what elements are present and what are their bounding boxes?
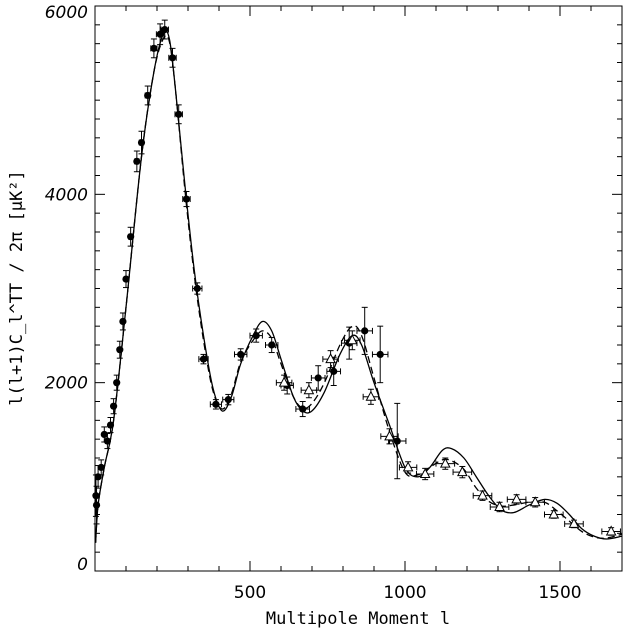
data-point-circle bbox=[144, 91, 152, 100]
data-point-circle bbox=[106, 421, 115, 429]
data-point-triangle bbox=[477, 489, 488, 500]
data-point-circle bbox=[161, 25, 169, 34]
data-point-triangle bbox=[439, 457, 451, 468]
data-point-circle bbox=[122, 275, 130, 283]
data-point-circle bbox=[137, 138, 146, 147]
x-tick-label: 1000 bbox=[383, 583, 426, 603]
data-point-triangle bbox=[346, 334, 358, 345]
data-point-triangle bbox=[325, 353, 336, 364]
data-point-circle bbox=[268, 341, 276, 349]
model-curves bbox=[94, 30, 623, 543]
data-point-circle bbox=[199, 355, 208, 363]
y-tick-label: 2000 bbox=[45, 374, 88, 394]
data-point-circle bbox=[97, 463, 105, 472]
data-point-circle bbox=[175, 110, 183, 118]
data-point-circle bbox=[92, 501, 101, 509]
data-point-circle bbox=[110, 402, 118, 410]
x-tick-label: 1500 bbox=[538, 583, 581, 603]
data-point-triangle bbox=[568, 517, 580, 528]
data-point-circle bbox=[94, 473, 102, 481]
data-point-circle bbox=[361, 327, 369, 335]
y-tick-label: 0 bbox=[77, 555, 88, 575]
data-point-triangle bbox=[384, 430, 395, 441]
y-axis-label: l(l+1)C_l^TT / 2π [μK²] bbox=[7, 170, 27, 405]
data-point-triangle bbox=[303, 384, 315, 395]
plot-frame bbox=[94, 5, 623, 572]
data-point-triangle bbox=[278, 376, 290, 387]
data-point-circle bbox=[299, 405, 307, 413]
data-point-triangle bbox=[511, 493, 522, 504]
model-curve-solid bbox=[94, 30, 623, 543]
data-point-triangle bbox=[529, 496, 541, 507]
data-point-circle bbox=[168, 54, 177, 62]
data-point-circle bbox=[237, 350, 245, 359]
data-point-circle bbox=[150, 44, 158, 52]
data-point-triangle bbox=[365, 390, 377, 401]
data-point-circle bbox=[252, 331, 260, 340]
data-point-circle bbox=[133, 157, 141, 165]
data-point-circle bbox=[92, 492, 100, 500]
data-point-circle bbox=[193, 284, 201, 293]
data-point-triangle bbox=[605, 525, 617, 536]
x-tick-label: 500 bbox=[234, 583, 266, 603]
data-point-circle bbox=[127, 233, 135, 241]
data-point-circle bbox=[119, 317, 127, 326]
data-point-circle bbox=[116, 346, 124, 354]
data-point-circle bbox=[393, 437, 401, 445]
data-point-triangle bbox=[402, 461, 414, 472]
data-point-circle bbox=[314, 374, 322, 382]
x-axis-label: Multipole Moment l bbox=[266, 609, 450, 629]
y-tick-label: 6000 bbox=[45, 3, 88, 23]
data-point-circle bbox=[224, 396, 232, 404]
data-markers bbox=[92, 25, 617, 536]
data-point-circle bbox=[103, 437, 111, 445]
data-point-circle bbox=[182, 195, 191, 203]
y-tick-label: 4000 bbox=[45, 185, 88, 205]
data-point-circle bbox=[376, 350, 384, 359]
data-point-circle bbox=[330, 367, 338, 375]
data-point-circle bbox=[212, 400, 220, 408]
data-point-triangle bbox=[419, 467, 431, 479]
data-point-circle bbox=[156, 30, 164, 38]
data-point-triangle bbox=[457, 466, 468, 477]
data-point-triangle bbox=[494, 500, 505, 511]
data-point-circle bbox=[100, 430, 108, 439]
axis-ticks bbox=[95, 5, 622, 572]
error-bars bbox=[92, 19, 621, 536]
axis-tick-labels: 0 2000 4000 6000 500 1000 1500 bbox=[45, 3, 582, 603]
data-point-circle bbox=[113, 379, 121, 387]
data-point-triangle bbox=[548, 508, 560, 519]
